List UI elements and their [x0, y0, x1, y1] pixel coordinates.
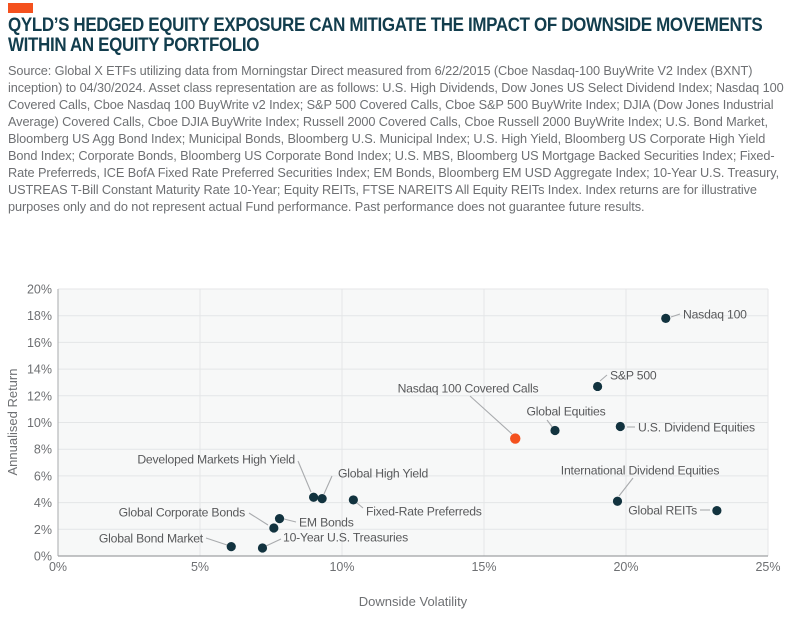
data-point-label: EM Bonds — [299, 515, 354, 529]
data-point — [550, 425, 560, 436]
data-point-label: International Dividend Equities — [561, 463, 720, 477]
y-tick-label: 16% — [27, 336, 52, 350]
data-point-label: S&P 500 — [610, 368, 657, 382]
data-point-label: Global High Yield — [338, 466, 428, 480]
x-tick-label: 10% — [329, 560, 354, 574]
y-tick-label: 8% — [34, 443, 52, 457]
y-tick-label: 14% — [27, 363, 52, 377]
data-point-label: Global REITs — [628, 503, 697, 517]
label-connector — [248, 512, 269, 526]
label-connector — [599, 374, 608, 382]
data-point-label: Nasdaq 100 — [683, 307, 747, 321]
label-connector — [618, 477, 634, 497]
data-point — [593, 381, 603, 392]
data-point — [274, 514, 285, 524]
data-point — [309, 492, 319, 502]
data-point — [712, 506, 722, 516]
label-connector — [546, 419, 554, 429]
x-tick-label: 0% — [49, 560, 67, 574]
x-axis-title: Downside Volatility — [359, 594, 468, 609]
data-point-label: Fixed-Rate Preferreds — [366, 504, 482, 518]
x-tick-label: 20% — [613, 560, 638, 574]
x-tick-label: 15% — [471, 560, 496, 574]
y-axis-title: Annualised Return — [5, 369, 20, 476]
x-tick-label: 5% — [191, 560, 209, 574]
data-point — [317, 493, 327, 504]
data-point-label: Nasdaq 100 Covered Calls — [398, 381, 539, 395]
y-tick-label: 18% — [27, 309, 52, 323]
data-point-label: Global Bond Market — [99, 531, 204, 545]
y-tick-label: 12% — [27, 389, 52, 403]
label-connector — [356, 502, 364, 509]
page-title: QYLD’S HEDGED EQUITY EXPOSURE CAN MITIGA… — [8, 14, 763, 57]
y-tick-label: 4% — [34, 496, 52, 510]
data-point — [612, 496, 623, 506]
data-point — [348, 495, 358, 505]
label-connector — [297, 460, 312, 493]
y-tick-label: 20% — [27, 283, 52, 297]
data-point — [257, 543, 268, 553]
data-point-label: U.S. Dividend Equities — [638, 420, 755, 434]
source-note: Source: Global X ETFs utilizing data fro… — [8, 63, 784, 214]
accent-bar — [8, 3, 33, 13]
y-tick-label: 6% — [34, 469, 52, 483]
data-point — [510, 433, 521, 444]
data-point — [661, 313, 671, 323]
data-point-label: Global Corporate Bonds — [119, 505, 245, 519]
data-point — [269, 523, 279, 533]
y-tick-label: 0% — [34, 550, 52, 564]
label-connector — [283, 518, 297, 523]
y-tick-label: 2% — [34, 523, 52, 537]
data-point — [615, 421, 625, 432]
label-connector — [670, 313, 681, 318]
label-connector — [469, 395, 513, 435]
data-point-label: Developed Markets High Yield — [137, 452, 295, 466]
x-tick-label: 25% — [755, 560, 780, 574]
y-tick-label: 10% — [27, 416, 52, 430]
label-connector — [205, 537, 228, 546]
data-point-label: 10-Year U.S. Treasuries — [283, 530, 408, 544]
data-point — [226, 542, 236, 552]
data-point-label: Global Equities — [527, 404, 606, 418]
label-connector — [265, 538, 282, 547]
label-connector — [323, 475, 333, 495]
